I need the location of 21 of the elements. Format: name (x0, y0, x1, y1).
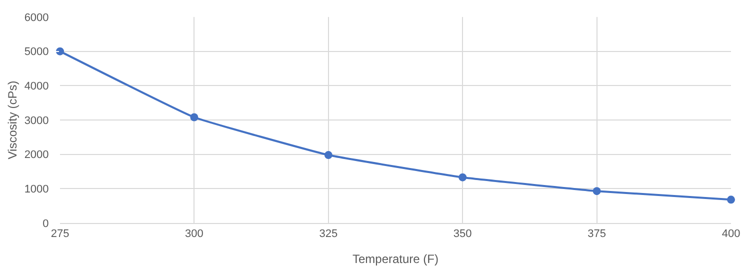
x-tick-label: 275 (50, 228, 70, 240)
y-tick-label: 1000 (24, 184, 49, 196)
point (592, 187, 601, 196)
x-tick-label: 400 (722, 228, 740, 240)
x-axis-title: Temperature (F) (352, 252, 439, 266)
x-tick-label: 375 (588, 228, 606, 240)
y-tick-label: 0 (42, 218, 49, 230)
y-tick-label: 4000 (24, 80, 49, 93)
point (56, 47, 64, 56)
point (458, 173, 467, 182)
y-tick-label: 2000 (24, 149, 49, 162)
x-tick-label: 300 (185, 228, 204, 240)
y-tick-label: 5000 (24, 46, 49, 58)
point (727, 196, 735, 204)
x-tick-label: 350 (453, 228, 472, 240)
y-axis-title: Viscosity (cPs) (6, 80, 20, 160)
point (324, 151, 332, 160)
x-tick-label: 325 (319, 228, 338, 240)
y-tick-label: 6000 (24, 12, 49, 24)
y-tick-label: 3000 (24, 114, 49, 127)
point (190, 113, 198, 122)
